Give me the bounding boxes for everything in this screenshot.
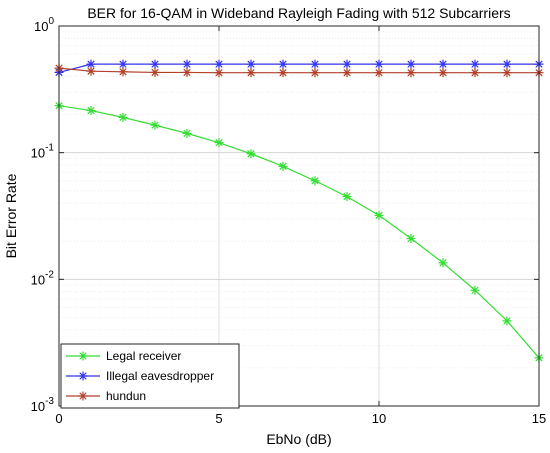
chart-title: BER for 16-QAM in Wideband Rayleigh Fadi… (87, 5, 510, 21)
data-point (150, 120, 160, 130)
plot-area (59, 26, 539, 406)
data-point (118, 112, 128, 122)
y-axis-ticks: 10-3 10-2 10-1 100 (31, 16, 539, 414)
data-point (502, 316, 512, 326)
data-point (214, 59, 224, 69)
data-point (246, 68, 256, 78)
legend-label: hundun (106, 389, 146, 403)
data-point (374, 210, 384, 220)
y-axis-label: Bit Error Rate (3, 173, 19, 258)
x-tick-label: 0 (55, 411, 62, 426)
data-point (374, 59, 384, 69)
y-tick-label: 10-1 (31, 143, 55, 161)
legend-entry: Illegal eavesdropper (66, 369, 214, 383)
data-point (278, 59, 288, 69)
data-point (406, 68, 416, 78)
data-point (342, 59, 352, 69)
legend-entry: hundun (66, 389, 146, 403)
data-point (406, 59, 416, 69)
legend-label: Illegal eavesdropper (106, 369, 214, 383)
x-axis-ticks: 0 5 10 15 (55, 26, 546, 426)
data-point (406, 234, 416, 244)
data-point (150, 59, 160, 69)
data-point (246, 59, 256, 69)
data-point (182, 128, 192, 138)
data-point (310, 176, 320, 186)
data-point (470, 285, 480, 295)
x-tick-label: 15 (532, 411, 546, 426)
plot-frame (58, 25, 540, 407)
data-point (438, 68, 448, 78)
data-point (118, 67, 128, 77)
legend-marker (78, 391, 88, 401)
data-point (438, 258, 448, 268)
y-tick-label: 100 (34, 16, 54, 34)
data-point (374, 68, 384, 78)
data-point (470, 59, 480, 69)
legend: Legal receiver Illegal eavesdropper hundun (60, 343, 240, 409)
data-point (182, 67, 192, 77)
legend-marker (78, 371, 88, 381)
data-point (342, 68, 352, 78)
data-point (86, 106, 96, 116)
data-point (438, 59, 448, 69)
series-line-3 (58, 67, 539, 74)
data-point (278, 68, 288, 78)
x-tick-label: 10 (372, 411, 386, 426)
data-point (502, 59, 512, 69)
y-tick-label: 10-3 (31, 396, 55, 414)
data-point (214, 68, 224, 78)
data-point (150, 67, 160, 77)
series-line-1 (58, 105, 540, 359)
data-point (502, 68, 512, 78)
legend-entry: Legal receiver (66, 349, 181, 363)
series-line-2 (58, 63, 539, 74)
x-tick-label: 5 (215, 411, 222, 426)
legend-label: Legal receiver (106, 349, 181, 363)
data-point (214, 138, 224, 148)
data-point (342, 192, 352, 202)
data-point (278, 161, 288, 171)
data-point (470, 68, 480, 78)
legend-marker (78, 351, 88, 361)
data-point (310, 68, 320, 78)
data-point (182, 59, 192, 69)
data-point (310, 59, 320, 69)
data-point (118, 59, 128, 69)
x-axis-label: EbNo (dB) (266, 431, 331, 447)
y-tick-label: 10-2 (31, 269, 55, 287)
data-point (86, 66, 96, 76)
data-point (246, 149, 256, 159)
